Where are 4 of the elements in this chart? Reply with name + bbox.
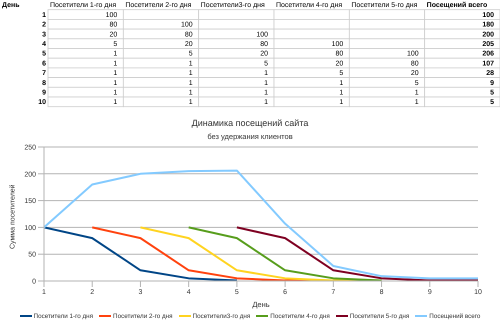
chart-title: Динамика посещений сайта <box>190 118 310 128</box>
line-series <box>236 226 478 281</box>
line-series <box>188 226 383 281</box>
line-series <box>44 226 238 281</box>
